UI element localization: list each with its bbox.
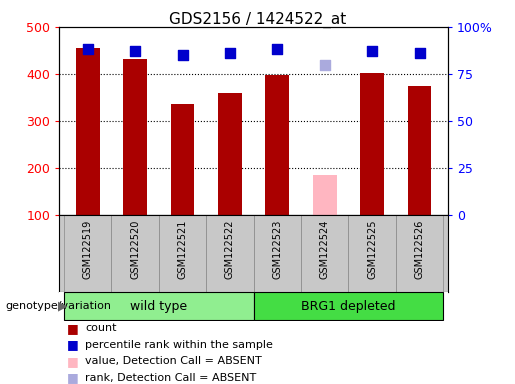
Bar [313, 175, 337, 215]
Point [131, 48, 139, 55]
Text: rank, Detection Call = ABSENT: rank, Detection Call = ABSENT [85, 373, 256, 383]
Point [83, 46, 92, 53]
Bar [159, 215, 206, 292]
Text: GSM122522: GSM122522 [225, 220, 235, 279]
Text: BRG1 depleted: BRG1 depleted [301, 300, 396, 313]
Text: count: count [85, 323, 116, 333]
Bar [64, 293, 253, 320]
Bar [64, 215, 111, 292]
Point [226, 50, 234, 56]
Bar [349, 215, 396, 292]
Point [321, 61, 329, 68]
Bar [76, 48, 99, 215]
Bar [206, 215, 254, 292]
Bar [253, 215, 301, 292]
Text: genotype/variation: genotype/variation [5, 301, 111, 311]
Bar [301, 215, 349, 292]
Bar [253, 293, 443, 320]
Text: GSM122526: GSM122526 [415, 220, 424, 279]
Bar [111, 215, 159, 292]
Text: value, Detection Call = ABSENT: value, Detection Call = ABSENT [85, 356, 262, 366]
Text: GSM122521: GSM122521 [178, 220, 187, 279]
Text: GDS2156 / 1424522_at: GDS2156 / 1424522_at [169, 12, 346, 28]
Text: ■: ■ [67, 355, 79, 368]
Text: ■: ■ [67, 371, 79, 384]
Text: wild type: wild type [130, 300, 187, 313]
Text: ■: ■ [67, 338, 79, 351]
Bar [408, 86, 432, 215]
Text: ■: ■ [67, 322, 79, 335]
Bar [396, 215, 443, 292]
Text: GSM122519: GSM122519 [83, 220, 93, 279]
Bar [170, 104, 194, 215]
Bar [123, 59, 147, 215]
Text: ▶: ▶ [58, 300, 67, 313]
Text: GSM122520: GSM122520 [130, 220, 140, 279]
Text: GSM122523: GSM122523 [272, 220, 282, 279]
Bar [266, 75, 289, 215]
Text: GSM122525: GSM122525 [367, 220, 377, 279]
Point [273, 46, 282, 53]
Point [416, 50, 424, 56]
Text: percentile rank within the sample: percentile rank within the sample [85, 340, 273, 350]
Point [178, 52, 186, 58]
Bar [360, 73, 384, 215]
Bar [218, 93, 242, 215]
Text: GSM122524: GSM122524 [320, 220, 330, 279]
Point [368, 48, 376, 55]
